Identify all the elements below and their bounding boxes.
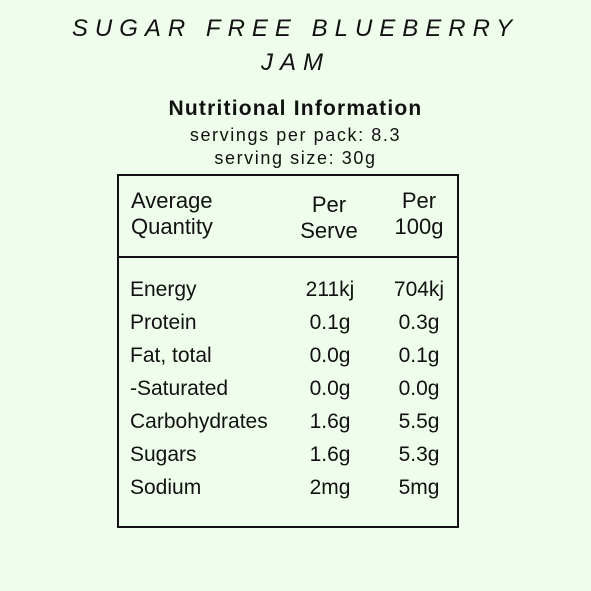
servings-per-pack: servings per pack: 8.3 <box>189 125 402 145</box>
nutrient-per-100g: 5.5g <box>398 410 440 433</box>
nutrient-per-serve: 1.6g <box>309 443 351 466</box>
nutrient-name: Fat, total <box>130 344 212 367</box>
nutrient-per-100g: 5mg <box>398 476 440 499</box>
table-row: Sodium 2mg 5mg <box>119 471 457 504</box>
nutrient-per-100g: 704kj <box>393 278 445 301</box>
nutrient-name: -Saturated <box>130 377 229 400</box>
table-row: Energy 211kj 704kj <box>119 273 457 306</box>
nutrient-rows: Energy 211kj 704kj Protein 0.1g 0.3g Fat… <box>119 273 457 504</box>
nutrient-per-100g: 0.3g <box>398 311 440 334</box>
nutrient-name: Sodium <box>130 476 202 499</box>
table-row: Sugars 1.6g 5.3g <box>119 438 457 471</box>
table-row: Carbohydrates 1.6g 5.5g <box>119 405 457 438</box>
nutrient-per-serve: 0.0g <box>309 344 351 367</box>
table-row: -Saturated 0.0g 0.0g <box>119 372 457 405</box>
nutrient-per-serve: 0.1g <box>309 311 351 334</box>
nutrient-name: Carbohydrates <box>130 410 268 433</box>
column-header-per-serve: Per Serve <box>293 192 365 244</box>
nutrient-per-serve: 0.0g <box>309 377 351 400</box>
table-row: Protein 0.1g 0.3g <box>119 306 457 339</box>
column-header-average-quantity: Average Quantity <box>131 188 213 240</box>
product-title-line-2: JAM <box>261 49 330 76</box>
table-row: Fat, total 0.0g 0.1g <box>119 339 457 372</box>
nutrient-name: Sugars <box>130 443 197 466</box>
column-header-serve-line-2: Serve <box>300 218 358 243</box>
nutrient-per-serve: 1.6g <box>309 410 351 433</box>
column-header-quantity-line-2: Quantity <box>131 214 213 239</box>
column-header-100g-line-2: 100g <box>394 214 444 239</box>
serving-size: serving size: 30g <box>214 148 377 168</box>
column-header-per-100g: Per 100g <box>385 188 453 240</box>
header-divider <box>119 256 457 258</box>
nutrient-per-serve: 2mg <box>309 476 351 499</box>
nutrient-name: Protein <box>130 311 197 334</box>
column-header-serve-line-1: Per <box>311 192 347 217</box>
product-title-line-1: SUGAR FREE BLUEBERRY <box>71 15 520 42</box>
column-header-quantity-line-1: Average <box>131 188 213 213</box>
nutrition-table: Average Quantity Per Serve Per 100g Ener… <box>117 174 459 528</box>
nutrient-per-100g: 0.0g <box>398 377 440 400</box>
nutrient-name: Energy <box>130 278 197 301</box>
column-header-100g-line-1: Per <box>401 188 437 213</box>
product-title: SUGAR FREE BLUEBERRY JAM <box>0 12 591 80</box>
nutrition-panel-heading: Nutritional Information <box>168 97 423 120</box>
nutrient-per-100g: 5.3g <box>398 443 440 466</box>
nutrient-per-100g: 0.1g <box>398 344 440 367</box>
nutrient-per-serve: 211kj <box>305 278 355 301</box>
